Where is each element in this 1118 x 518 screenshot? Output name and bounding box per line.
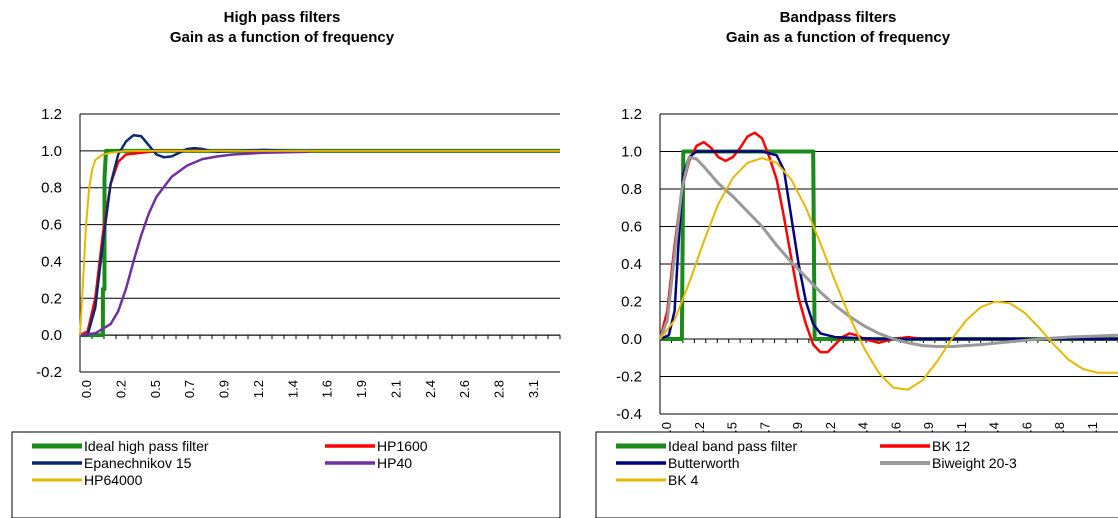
y-tick-label: 1.2 (621, 106, 642, 123)
y-tick-label: -0.2 (616, 369, 642, 386)
chart-title: Bandpass filters (780, 9, 897, 26)
x-tick-label: 1.2 (251, 380, 266, 398)
high-pass-chart: High pass filters Gain as a function of … (11, 9, 561, 518)
legend: Ideal high pass filter HP1600 Epanechnikov… (11, 431, 561, 518)
series-line (79, 150, 310, 337)
y-tick-label: 0.0 (41, 327, 62, 344)
legend-label: Ideal band pass filter (668, 438, 798, 454)
x-tick-label: 2.8 (492, 380, 507, 398)
legend-label: Biweight 20-3 (932, 455, 1017, 471)
y-tick-label: 1.0 (621, 144, 642, 161)
x-tick-label: 1.4 (285, 380, 300, 398)
legend: Ideal band pass filter BK 12 Butterworth Bi… (595, 431, 1118, 518)
series-line (659, 150, 1118, 341)
series-line (79, 149, 560, 336)
y-tick-label: 0.2 (621, 294, 642, 311)
legend-label: BK 12 (932, 438, 970, 454)
y-tick-label: -0.4 (616, 406, 642, 423)
x-tick-label: 2.1 (388, 380, 403, 398)
x-tick-label: 1.9 (354, 380, 369, 398)
y-tick-label: 0.2 (41, 290, 62, 307)
legend-box (11, 431, 561, 518)
y-tick-label: 0.4 (621, 256, 642, 273)
chart-title: High pass filters (224, 9, 341, 26)
y-tick-label: -0.2 (36, 364, 62, 381)
legend-label: Butterworth (668, 455, 740, 471)
legend-label: Epanechnikov 15 (84, 455, 192, 471)
chart-subtitle: Gain as a function of frequency (726, 29, 951, 46)
series-line (80, 133, 560, 337)
legend-box (595, 431, 1118, 518)
y-tick-label: 1.2 (41, 106, 62, 123)
x-tick-label: 2.6 (457, 380, 472, 398)
y-tick-label: 0.8 (41, 180, 62, 197)
legend-label: HP40 (377, 455, 412, 471)
plot-area: 1.2 1.0 0.8 0.6 0.4 0.2 0.0 -0.2 0.0 0.2 0.5 0.7 0.9… (36, 106, 561, 398)
series-line (658, 155, 1118, 348)
y-tick-label: 0.4 (41, 253, 62, 270)
y-tick-label: 0.0 (621, 331, 642, 348)
y-tick-label: 1.0 (41, 143, 62, 160)
legend-label: BK 4 (668, 472, 699, 488)
x-tick-label: 0.7 (182, 380, 197, 398)
series-line (80, 148, 560, 338)
series-line (659, 157, 1118, 391)
y-tick-label: 0.6 (41, 217, 62, 234)
bandpass-chart: Bandpass filters Gain as a function of f… (595, 9, 1118, 518)
chart-subtitle: Gain as a function of frequency (170, 29, 395, 46)
x-tick-label: 3.1 (526, 380, 541, 398)
x-tick-label: 0.2 (113, 380, 128, 398)
series-line (79, 149, 560, 337)
plot-area: 1.21.00.80.60.40.20.0-0.2-0.40.0 0.2 0.5 0.… (616, 106, 1118, 440)
legend-label: Ideal high pass filter (84, 438, 209, 454)
legend-label: HP64000 (84, 472, 143, 488)
x-tick-label: 0.5 (148, 380, 163, 398)
x-tick-label: 1.6 (320, 380, 335, 398)
x-tick-label: 0.9 (217, 380, 232, 398)
y-tick-label: 0.6 (621, 219, 642, 236)
series-line (660, 149, 1118, 341)
legend-label: HP1600 (377, 438, 428, 454)
x-tick-label: 2.4 (423, 380, 438, 398)
x-tick-label: 0.0 (79, 380, 94, 398)
series-line (658, 131, 1118, 354)
y-tick-label: 0.8 (621, 181, 642, 198)
